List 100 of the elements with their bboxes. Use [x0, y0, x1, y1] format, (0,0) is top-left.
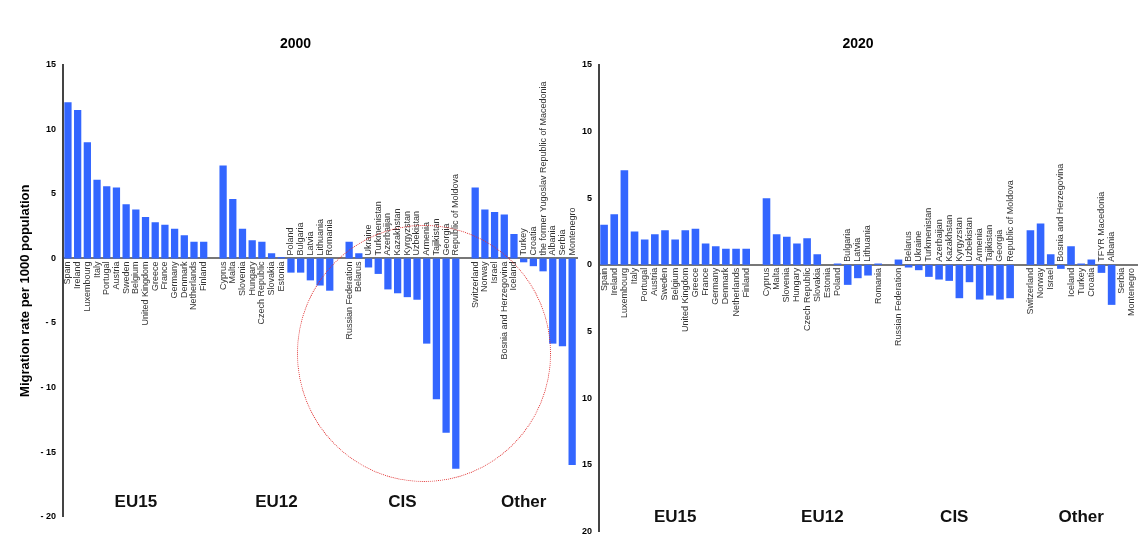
- x-tick-label: Russian Federation: [343, 261, 354, 340]
- bar: [1097, 264, 1106, 273]
- x-tick-label: Estonia: [821, 267, 832, 298]
- x-tick-label: Romania: [872, 267, 883, 304]
- x-tick-label: Iceland: [508, 261, 519, 291]
- bar: [854, 264, 862, 279]
- y-tick-label: 0: [587, 259, 593, 270]
- bar: [935, 264, 943, 280]
- bar: [701, 243, 710, 265]
- bar: [238, 228, 247, 259]
- x-tick-label: Belarus: [903, 230, 914, 262]
- x-tick-label: Cyprus: [760, 267, 771, 297]
- x-tick-label: Austria: [110, 261, 121, 290]
- bar: [355, 253, 363, 259]
- x-tick-label: Armenia: [974, 228, 985, 262]
- bar: [803, 238, 811, 265]
- bar: [423, 258, 431, 344]
- bar: [267, 253, 276, 259]
- x-tick-label: Portugal: [639, 267, 650, 302]
- bar: [558, 258, 567, 347]
- bar: [925, 264, 933, 277]
- x-tick-label: Greece: [149, 261, 160, 291]
- bar: [74, 109, 82, 259]
- bar: [490, 211, 499, 259]
- x-tick-label: Turkmenistan: [923, 207, 934, 262]
- x-tick-label: Hungary: [791, 267, 802, 302]
- bar: [93, 179, 101, 259]
- x-tick-label: Albania: [1106, 231, 1117, 262]
- x-tick-label: Bulgaria: [842, 228, 853, 262]
- bar: [651, 234, 659, 265]
- y-tick-label: 15: [46, 59, 57, 70]
- y-tick-label: 5: [587, 192, 593, 203]
- bar: [904, 264, 913, 268]
- bar: [374, 258, 382, 274]
- x-tick-label: Serbia: [556, 229, 567, 256]
- y-tick-label: 5: [51, 188, 57, 199]
- y-tick-label: 10: [582, 392, 593, 403]
- x-tick-label: Montenegro: [566, 207, 577, 256]
- bar: [413, 258, 421, 300]
- y-tick-label: - 10: [40, 382, 57, 392]
- x-tick-label: Estonia: [275, 261, 286, 292]
- bar: [965, 264, 974, 283]
- x-tick-label: Turkey: [1075, 267, 1086, 296]
- x-tick-label: Bulgaria: [295, 222, 306, 256]
- x-tick-label: Lithuania: [314, 218, 325, 256]
- bar: [813, 254, 822, 265]
- x-tick-label: Netherlands: [730, 267, 741, 317]
- x-tick-label: Kyrgyzstan: [953, 217, 964, 262]
- x-tick-label: Israel: [489, 261, 500, 284]
- bar: [297, 258, 305, 273]
- x-tick-label: Germany: [169, 260, 180, 299]
- bar: [691, 228, 700, 265]
- x-tick-label: Azerbaijan: [382, 212, 393, 256]
- x-tick-label: Ukraine: [363, 224, 374, 256]
- x-tick-label: Azerbaijan: [933, 219, 944, 262]
- x-tick-label: Uzbekistan: [964, 217, 974, 262]
- x-tick-label: Serbia: [1116, 267, 1127, 294]
- x-tick-label: Germany: [710, 267, 721, 305]
- x-tick-label: Bosnia and Herzegovina: [498, 261, 509, 360]
- x-tick-label: Slovenia: [236, 261, 247, 296]
- x-tick-label: Italy: [91, 260, 102, 278]
- bar: [326, 258, 334, 291]
- y-tick-label: 0: [51, 252, 57, 263]
- y-tick-label: 10: [46, 123, 57, 134]
- x-tick-label: Kazakhstan: [392, 208, 403, 256]
- x-tick-label: Russian Federation: [892, 267, 903, 346]
- bar: [306, 258, 314, 281]
- bar: [393, 258, 402, 294]
- x-tick-label: Spain: [598, 267, 609, 291]
- x-tick-label: Belarus: [353, 260, 364, 292]
- bar: [996, 264, 1004, 300]
- bar: [384, 258, 392, 290]
- y-tick-label: - 20: [40, 511, 57, 522]
- bar: [1107, 264, 1116, 305]
- x-tick-label: Italy: [629, 267, 640, 285]
- bar: [452, 258, 460, 469]
- bar: [1046, 254, 1055, 265]
- bar: [432, 258, 441, 400]
- annotation: EU12: [255, 491, 298, 511]
- bar: [403, 258, 411, 298]
- x-tick-label: Norway: [1035, 267, 1046, 299]
- bar: [864, 264, 872, 276]
- x-tick-label: Portugal: [101, 261, 112, 295]
- bar: [248, 240, 256, 259]
- x-tick-label: Uzbekistan: [411, 210, 422, 256]
- bar: [955, 264, 964, 299]
- bar: [103, 186, 111, 259]
- x-tick-label: Hungary: [246, 260, 257, 296]
- x-tick-label: Georgia: [994, 229, 1005, 262]
- bar: [364, 258, 373, 268]
- x-tick-label: the former Yugoslav Republic of Macedonia: [537, 81, 548, 256]
- x-tick-label: Denmark: [178, 260, 189, 298]
- x-tick-label: Kazakhstan: [943, 214, 954, 262]
- bar: [843, 264, 852, 285]
- annotation: EU15: [653, 506, 697, 526]
- x-tick-label: Turkmenistan: [372, 201, 383, 256]
- x-tick-label: Georgia: [440, 223, 451, 256]
- bar: [316, 258, 324, 286]
- bar: [83, 142, 91, 259]
- annotation: CIS: [388, 491, 417, 511]
